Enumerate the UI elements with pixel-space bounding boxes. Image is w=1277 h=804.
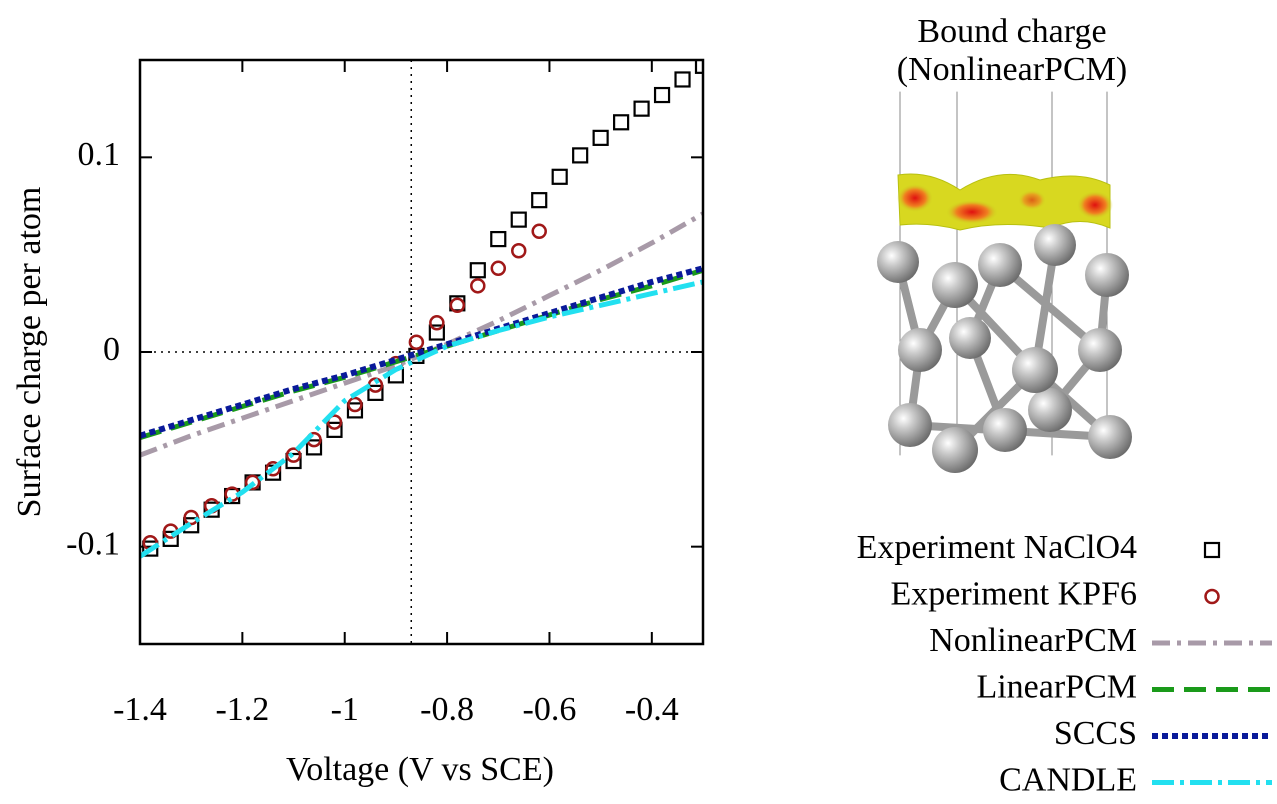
series-line bbox=[140, 211, 703, 458]
x-tick-label: -0.6 bbox=[523, 691, 577, 728]
legend-label: Experiment NaClO4 bbox=[857, 529, 1137, 566]
circle-marker bbox=[531, 223, 547, 240]
square-marker bbox=[490, 230, 507, 248]
plot-frame bbox=[138, 58, 705, 646]
legend-label: LinearPCM bbox=[976, 668, 1137, 705]
figure-title: (NonlinearPCM) bbox=[897, 51, 1127, 88]
circle-marker bbox=[490, 260, 507, 277]
circle-marker bbox=[408, 334, 425, 351]
square-marker bbox=[510, 211, 527, 228]
y-tick-label: 0 bbox=[103, 331, 120, 368]
square-marker bbox=[694, 60, 703, 74]
circle-marker bbox=[510, 243, 527, 259]
square-marker bbox=[592, 129, 609, 146]
square-marker bbox=[305, 439, 323, 456]
y-tick-label: -0.1 bbox=[66, 525, 120, 562]
circle-marker bbox=[285, 447, 302, 463]
square-marker bbox=[142, 540, 159, 557]
square-marker bbox=[674, 71, 691, 88]
structure-image bbox=[877, 91, 1132, 473]
square-marker bbox=[285, 452, 302, 470]
x-axis-label: Voltage (V vs SCE) bbox=[286, 751, 554, 788]
y-axis-label: Surface charge per atom bbox=[11, 187, 48, 518]
x-tick-label: -0.8 bbox=[420, 691, 474, 728]
series-line bbox=[140, 265, 703, 439]
square-marker bbox=[551, 168, 568, 185]
circle-marker bbox=[470, 278, 486, 294]
circle-marker bbox=[244, 474, 261, 491]
square-marker bbox=[531, 192, 548, 209]
circle-marker bbox=[449, 297, 466, 314]
circle-marker bbox=[326, 414, 343, 430]
circle-marker bbox=[347, 396, 363, 413]
x-tick-label: -1.2 bbox=[215, 691, 269, 728]
legend-swatch bbox=[1204, 588, 1220, 605]
square-marker bbox=[346, 402, 364, 419]
square-marker bbox=[572, 147, 589, 164]
legend-label: NonlinearPCM bbox=[929, 622, 1137, 659]
square-marker bbox=[613, 114, 630, 131]
x-tick-label: -0.4 bbox=[625, 691, 679, 728]
square-marker bbox=[469, 262, 486, 279]
legend-label: CANDLE bbox=[999, 761, 1137, 798]
y-tick-label: 0.1 bbox=[78, 136, 121, 173]
square-marker bbox=[633, 100, 650, 117]
legend-swatch bbox=[1203, 541, 1221, 559]
square-marker bbox=[653, 86, 671, 104]
plot-area bbox=[140, 60, 703, 559]
series-line bbox=[140, 279, 703, 559]
legend-label: Experiment KPF6 bbox=[891, 575, 1137, 612]
x-tick-label: -1.4 bbox=[113, 691, 167, 728]
circle-marker bbox=[265, 461, 281, 477]
square-marker bbox=[367, 384, 384, 401]
square-marker bbox=[326, 421, 343, 438]
circle-marker bbox=[429, 315, 445, 331]
square-marker bbox=[428, 324, 445, 341]
figure-title: Bound charge bbox=[917, 13, 1106, 50]
x-tick-label: -1 bbox=[331, 691, 359, 728]
square-marker bbox=[203, 501, 220, 518]
legend-label: SCCS bbox=[1054, 715, 1137, 752]
